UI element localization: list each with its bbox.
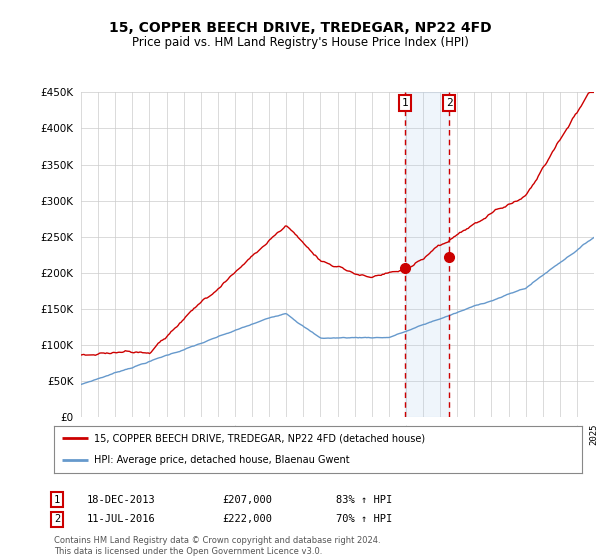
- Text: 15, COPPER BEECH DRIVE, TREDEGAR, NP22 4FD (detached house): 15, COPPER BEECH DRIVE, TREDEGAR, NP22 4…: [94, 433, 425, 444]
- Text: 18-DEC-2013: 18-DEC-2013: [87, 494, 156, 505]
- Text: £222,000: £222,000: [222, 514, 272, 524]
- Text: 70% ↑ HPI: 70% ↑ HPI: [336, 514, 392, 524]
- Text: £207,000: £207,000: [222, 494, 272, 505]
- Text: 2: 2: [446, 98, 452, 108]
- Text: Price paid vs. HM Land Registry's House Price Index (HPI): Price paid vs. HM Land Registry's House …: [131, 36, 469, 49]
- Text: 1: 1: [402, 98, 409, 108]
- Text: 2: 2: [54, 514, 60, 524]
- Text: HPI: Average price, detached house, Blaenau Gwent: HPI: Average price, detached house, Blae…: [94, 455, 349, 465]
- Text: 1: 1: [54, 494, 60, 505]
- Bar: [405, 92, 449, 417]
- Text: 15, COPPER BEECH DRIVE, TREDEGAR, NP22 4FD: 15, COPPER BEECH DRIVE, TREDEGAR, NP22 4…: [109, 21, 491, 35]
- Text: 83% ↑ HPI: 83% ↑ HPI: [336, 494, 392, 505]
- Text: 11-JUL-2016: 11-JUL-2016: [87, 514, 156, 524]
- Text: Contains HM Land Registry data © Crown copyright and database right 2024.
This d: Contains HM Land Registry data © Crown c…: [54, 536, 380, 556]
